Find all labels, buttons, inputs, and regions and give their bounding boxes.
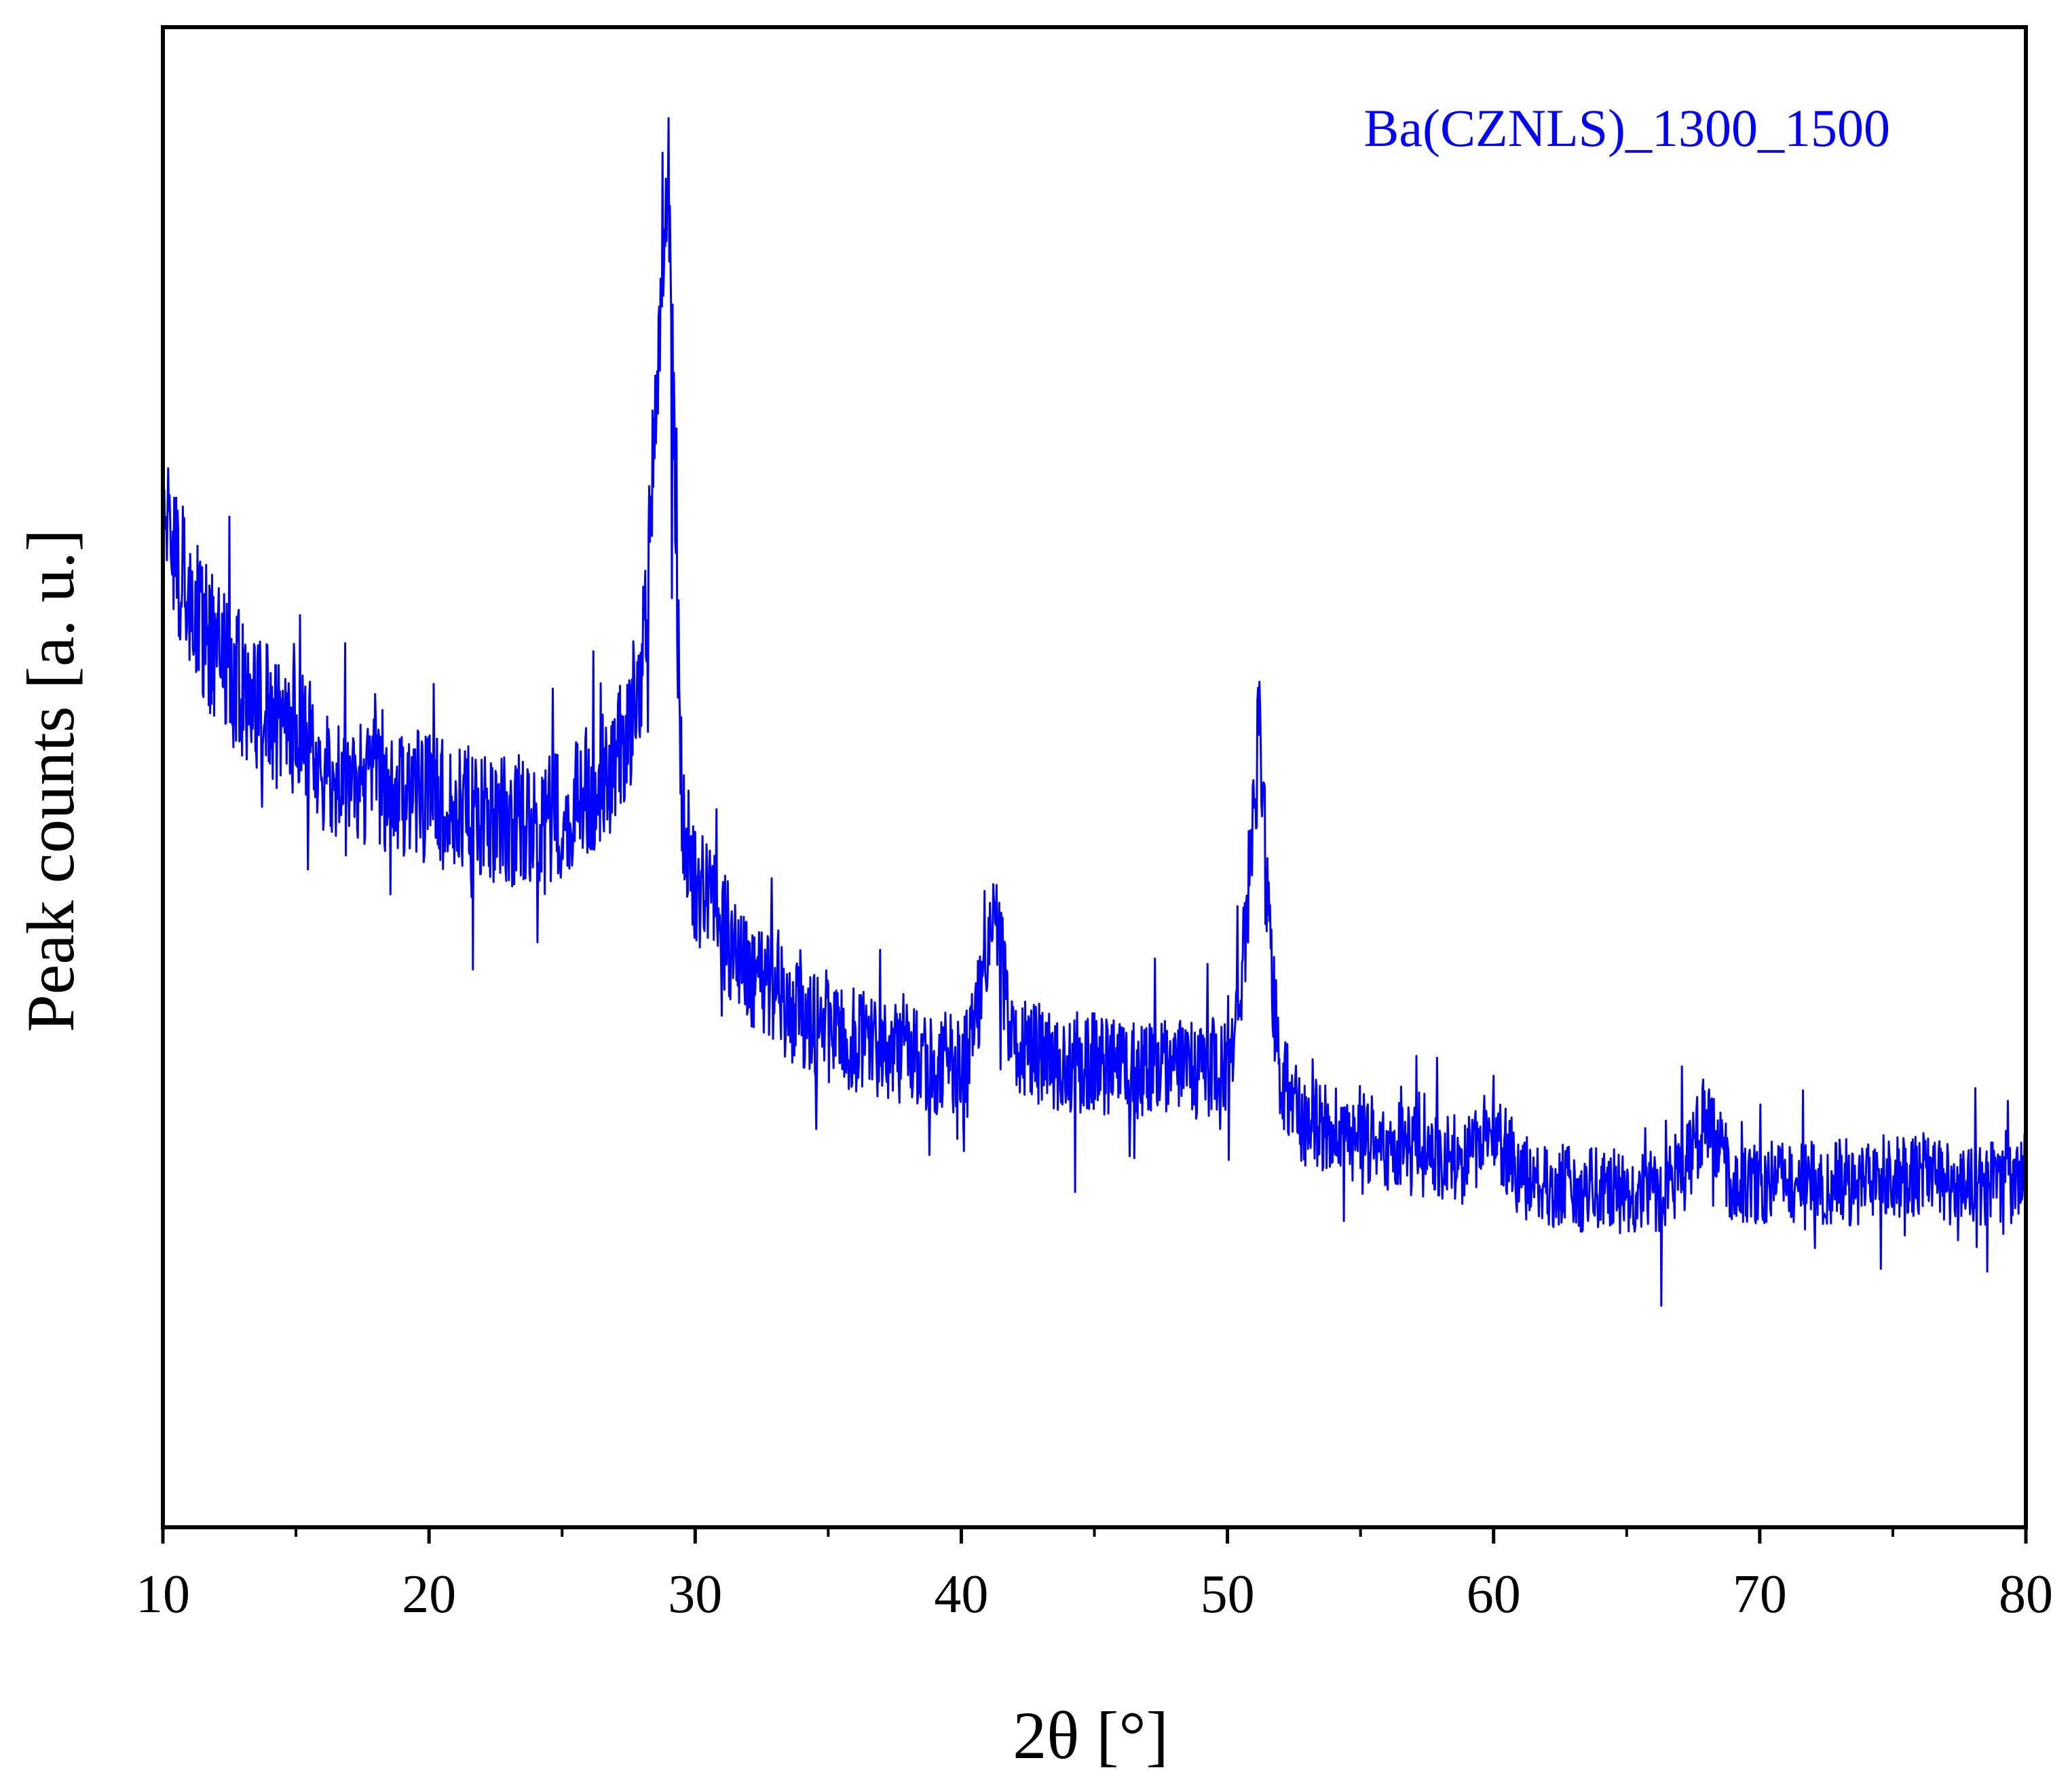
y-axis-title: Peak counts [a. u.]	[13, 529, 88, 1032]
tick-layer: 10 20 30 40 50 60 70 80	[136, 1527, 2053, 1624]
x-axis-title: 2θ [°]	[1013, 1698, 1169, 1773]
x-tick-label: 70	[1733, 1565, 1787, 1624]
x-tick-label: 40	[934, 1565, 988, 1624]
x-tick-label: 50	[1201, 1565, 1255, 1624]
x-tick-label: 10	[136, 1565, 190, 1624]
x-tick-label: 80	[1999, 1565, 2053, 1624]
legend-label: Ba(CZNLS)_1300_1500	[1363, 98, 1890, 157]
series-line	[162, 117, 2027, 1307]
x-tick-label: 30	[668, 1565, 722, 1624]
plot-layer	[162, 117, 2027, 1307]
x-tick-label: 20	[402, 1565, 456, 1624]
x-tick-label: 60	[1467, 1565, 1521, 1624]
